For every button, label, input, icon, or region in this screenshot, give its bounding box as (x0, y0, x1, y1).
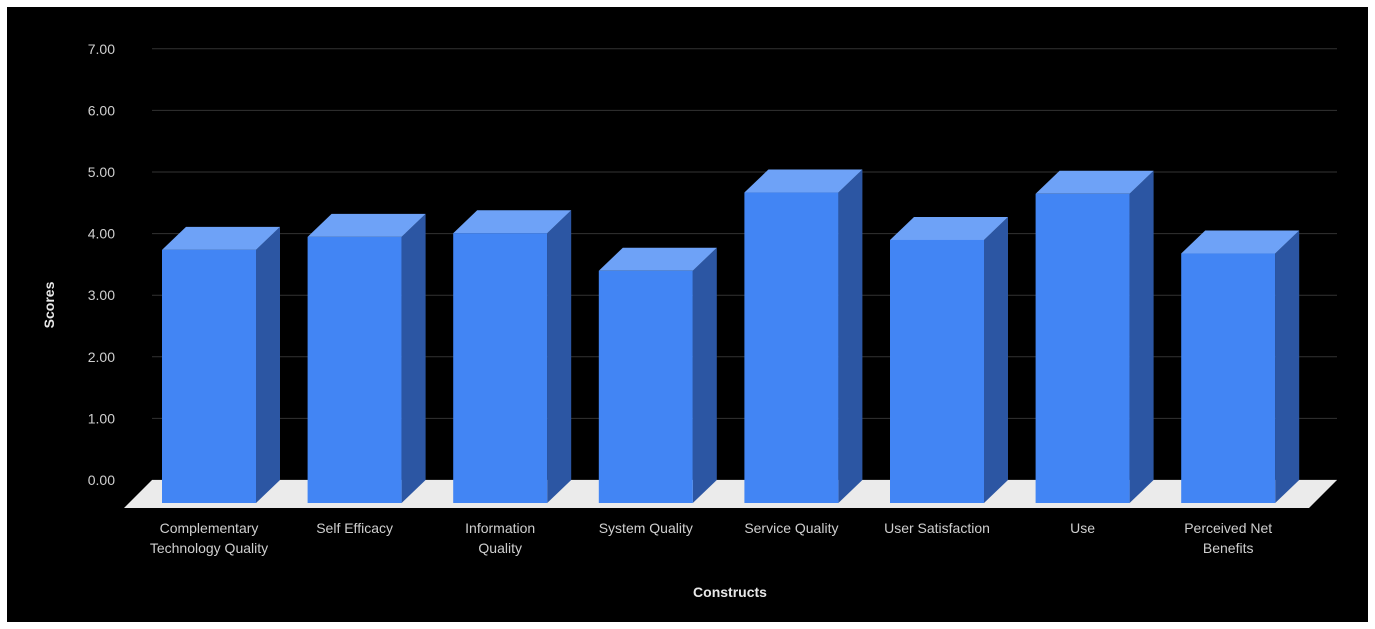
x-axis-title: Constructs (693, 584, 767, 600)
x-tick-label: Service Quality (744, 520, 838, 536)
bar-side (692, 247, 717, 503)
bar (307, 213, 426, 503)
x-tick-label: Self Efficacy (316, 520, 393, 536)
y-tick-label: 2.00 (88, 349, 115, 365)
y-tick-label: 1.00 (88, 410, 115, 426)
bar-top (744, 169, 863, 193)
bar-top (162, 226, 280, 250)
y-axis-ticks: 0.00 1.00 2.00 3.00 4.00 5.00 6.00 7.00 (88, 41, 115, 488)
x-tick-label: Perceived Net Benefits (1184, 520, 1272, 556)
bar-front (744, 192, 839, 503)
y-tick-label: 4.00 (88, 226, 115, 242)
bar-top (598, 247, 717, 271)
bar (890, 216, 1008, 503)
x-axis-labels: Complementary Technology Quality Self Effi… (150, 520, 1272, 556)
bar-top (307, 213, 426, 237)
bar (1181, 230, 1300, 503)
bar-front (307, 236, 402, 503)
y-tick-label: 7.00 (88, 41, 115, 57)
bar (1035, 170, 1154, 503)
floor-plane (124, 480, 1337, 508)
bar-side (984, 216, 1008, 503)
x-tick-label: Complementary Technology Quality (150, 520, 268, 556)
bar-front (890, 239, 984, 503)
bar-top (1035, 170, 1154, 194)
y-tick-label: 3.00 (88, 287, 115, 303)
bar-top (890, 216, 1008, 240)
bar-front (453, 233, 548, 503)
y-tick-label: 6.00 (88, 102, 115, 118)
bar-side (1129, 170, 1154, 503)
x-tick-label: System Quality (599, 520, 693, 536)
bars (162, 169, 1300, 503)
x-tick-label: Use (1070, 520, 1095, 536)
bar (162, 226, 280, 503)
x-tick-label: User Satisfaction (884, 520, 990, 536)
bar-side (1275, 230, 1300, 503)
y-axis-title: Scores (41, 281, 57, 328)
bar-chart: 0.00 1.00 2.00 3.00 4.00 5.00 6.00 7.00 Complem… (41, 41, 1337, 600)
bar-front (1035, 193, 1130, 503)
y-tick-label: 5.00 (88, 164, 115, 180)
x-tick-label: Information Quality (465, 520, 535, 556)
bar-side (256, 226, 280, 503)
bar-front (598, 270, 693, 503)
chart-floor (124, 480, 1337, 508)
bar-side (838, 169, 863, 503)
bar (598, 247, 717, 503)
bar-side (547, 210, 572, 503)
bar (453, 210, 572, 503)
y-tick-label: 0.00 (88, 472, 115, 488)
bar-top (453, 210, 572, 234)
chart-area: 0.00 1.00 2.00 3.00 4.00 5.00 6.00 7.00 Complem… (7, 7, 1368, 622)
bar-top (1181, 230, 1300, 254)
bar (744, 169, 863, 503)
bar-front (162, 249, 256, 503)
bar-front (1181, 253, 1276, 503)
bar-side (401, 213, 426, 503)
